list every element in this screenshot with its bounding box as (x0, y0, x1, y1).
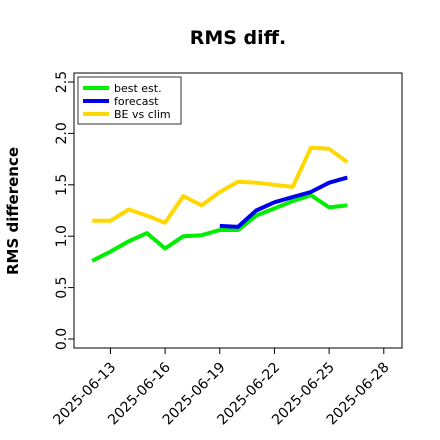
y-tick-label: 2.0 (54, 122, 70, 144)
x-axis: 2025-06-132025-06-162025-06-192025-06-22… (50, 348, 393, 428)
series-line-1 (91, 193, 348, 263)
y-tick-label: 1.0 (54, 225, 70, 247)
y-axis-label: RMS difference (4, 147, 22, 275)
series-lines (91, 145, 349, 263)
y-tick-label: 2.5 (54, 71, 70, 93)
series-line-3 (92, 145, 349, 225)
y-tick-label: 0.5 (54, 276, 70, 298)
y-axis: 0.0 0.5 1.0 1.5 2.0 2.5 (54, 71, 74, 350)
legend-label: best est. (114, 82, 162, 95)
chart-title: RMS diff. (190, 27, 287, 49)
series-line-2 (219, 175, 348, 229)
y-tick-label: 0.0 (54, 328, 70, 350)
legend-label: forecast (114, 95, 159, 108)
legend-label: BE vs clim (114, 108, 171, 121)
y-tick-label: 1.5 (54, 174, 70, 196)
plot-frame (73, 72, 403, 349)
